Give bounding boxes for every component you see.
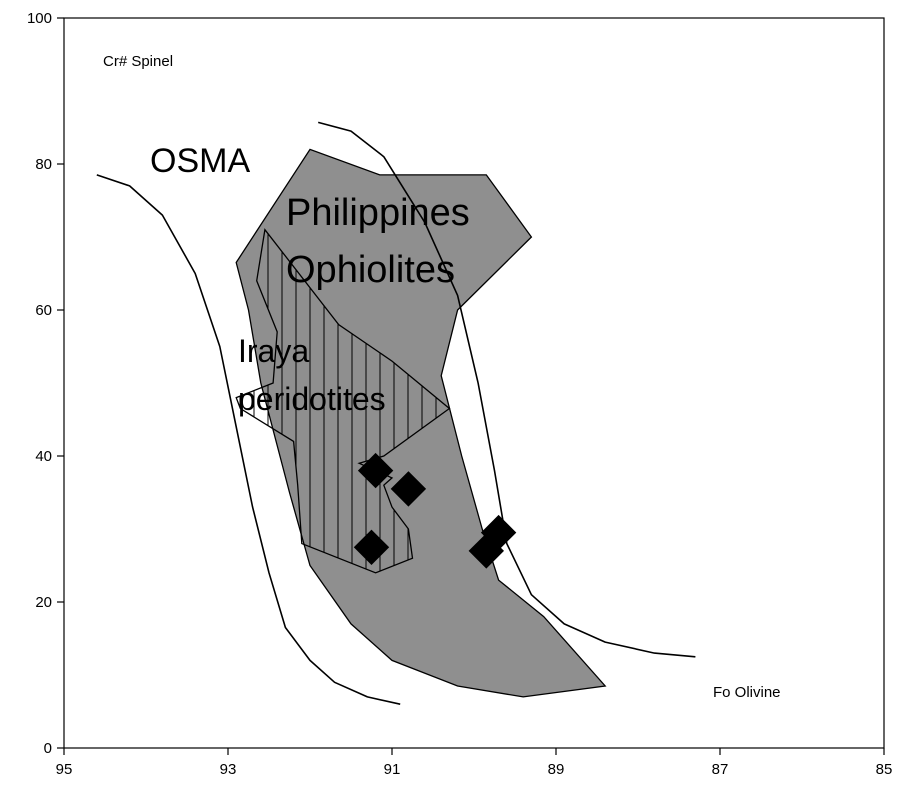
y-axis-label: Cr# Spinel <box>103 53 173 70</box>
y-tick-label: 0 <box>44 740 52 757</box>
data-point-diamond <box>480 514 517 551</box>
y-tick-label: 60 <box>35 302 52 319</box>
osma-label: OSMA <box>150 142 250 180</box>
x-tick-label: 89 <box>548 761 565 778</box>
osma-right-boundary <box>317 121 696 658</box>
ophiolites-label: Ophiolites <box>286 249 455 291</box>
y-tick-label: 80 <box>35 156 52 173</box>
x-tick-label: 85 <box>876 761 893 778</box>
peridotites-label: peridotites <box>238 381 386 417</box>
points-layer <box>353 452 517 569</box>
osma-left-boundary <box>96 174 401 705</box>
x-tick-label: 91 <box>384 761 401 778</box>
x-tick-label: 93 <box>220 761 237 778</box>
y-tick-label: 100 <box>27 10 52 27</box>
plot-frame <box>63 17 885 749</box>
iraya-label: Iraya <box>238 333 309 369</box>
y-tick-label: 20 <box>35 594 52 611</box>
data-point-diamond <box>353 529 390 566</box>
axes-layer: 95 93 91 89 87 85 0 20 40 60 80 100 <box>27 10 892 778</box>
y-tick-label: 40 <box>35 448 52 465</box>
data-point-diamond <box>390 471 427 507</box>
x-axis-label: Fo Olivine <box>713 684 781 701</box>
philippines-label: Philippines <box>286 192 470 234</box>
x-tick-label: 87 <box>712 761 729 778</box>
iraya-peridotites-field <box>235 228 451 574</box>
x-tick-label: 95 <box>56 761 73 778</box>
philippines-ophiolites-field <box>235 148 607 698</box>
data-point-diamond <box>357 452 394 489</box>
